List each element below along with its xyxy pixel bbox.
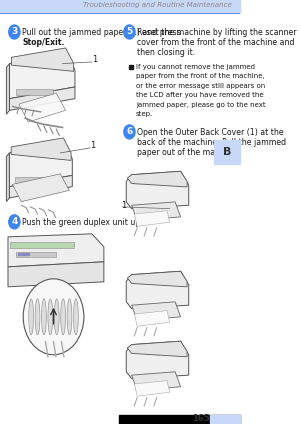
Bar — [11, 242, 74, 248]
Text: Push the green duplex unit up.: Push the green duplex unit up. — [22, 218, 143, 227]
Polygon shape — [6, 64, 10, 114]
Polygon shape — [10, 87, 75, 110]
Ellipse shape — [74, 299, 78, 335]
Circle shape — [9, 215, 20, 229]
Circle shape — [23, 279, 84, 355]
Polygon shape — [132, 372, 181, 391]
Bar — [18, 253, 30, 256]
Polygon shape — [9, 142, 72, 187]
Bar — [15, 177, 51, 183]
Bar — [16, 252, 56, 257]
Text: 1: 1 — [92, 56, 97, 64]
Polygon shape — [134, 381, 170, 396]
Polygon shape — [134, 311, 170, 326]
Ellipse shape — [54, 299, 59, 335]
Text: 3: 3 — [11, 28, 17, 36]
Circle shape — [124, 25, 135, 39]
Text: cover from the front of the machine and: cover from the front of the machine and — [137, 38, 295, 47]
Polygon shape — [127, 171, 187, 187]
Ellipse shape — [67, 299, 72, 335]
Polygon shape — [8, 262, 104, 287]
Polygon shape — [132, 302, 181, 321]
Text: 165: 165 — [192, 414, 209, 423]
Polygon shape — [11, 48, 74, 71]
Bar — [210, 415, 240, 424]
Text: Open the Outer Back Cover (1) at the: Open the Outer Back Cover (1) at the — [137, 128, 284, 137]
Polygon shape — [132, 202, 181, 221]
Text: back of the machine. Pull the jammed: back of the machine. Pull the jammed — [137, 138, 286, 147]
Text: jammed paper, please go to the next: jammed paper, please go to the next — [136, 102, 266, 108]
Text: B: B — [223, 147, 231, 157]
Polygon shape — [127, 341, 187, 357]
Text: Pull out the jammed paper (1) and press: Pull out the jammed paper (1) and press — [22, 28, 181, 37]
Polygon shape — [12, 174, 69, 202]
Bar — [119, 415, 240, 424]
Text: paper from the front of the machine,: paper from the front of the machine, — [136, 73, 265, 79]
Ellipse shape — [29, 299, 34, 335]
Bar — [214, 140, 240, 164]
Text: the LCD after you have removed the: the LCD after you have removed the — [136, 92, 263, 98]
Polygon shape — [126, 341, 189, 379]
Text: 1: 1 — [121, 201, 127, 210]
Polygon shape — [126, 171, 189, 209]
Text: or the error message still appears on: or the error message still appears on — [136, 83, 265, 89]
Polygon shape — [9, 176, 72, 198]
Ellipse shape — [41, 299, 46, 335]
Text: 6: 6 — [126, 128, 133, 137]
Text: then closing it.: then closing it. — [137, 48, 196, 57]
Bar — [16, 89, 53, 95]
Polygon shape — [10, 52, 75, 99]
Text: Reset the machine by lifting the scanner: Reset the machine by lifting the scanner — [137, 28, 297, 37]
Polygon shape — [11, 138, 71, 160]
Ellipse shape — [61, 299, 65, 335]
Polygon shape — [6, 153, 9, 202]
Text: Troubleshooting and Routine Maintenance: Troubleshooting and Routine Maintenance — [83, 2, 232, 8]
Ellipse shape — [48, 299, 53, 335]
Ellipse shape — [35, 299, 40, 335]
Text: Stop/Exit.: Stop/Exit. — [22, 38, 65, 47]
Polygon shape — [127, 271, 187, 287]
Text: 5: 5 — [126, 28, 133, 36]
Text: step.: step. — [136, 112, 153, 117]
Text: If you cannot remove the jammed: If you cannot remove the jammed — [136, 64, 255, 70]
Text: 1: 1 — [90, 142, 95, 151]
Polygon shape — [19, 93, 66, 122]
Text: paper out of the machine.: paper out of the machine. — [137, 148, 239, 157]
Circle shape — [124, 125, 135, 139]
Polygon shape — [126, 271, 189, 309]
Circle shape — [9, 25, 20, 39]
Bar — [0, 0, 240, 13]
Polygon shape — [134, 211, 170, 226]
Polygon shape — [8, 234, 104, 267]
Text: 4: 4 — [11, 218, 18, 226]
